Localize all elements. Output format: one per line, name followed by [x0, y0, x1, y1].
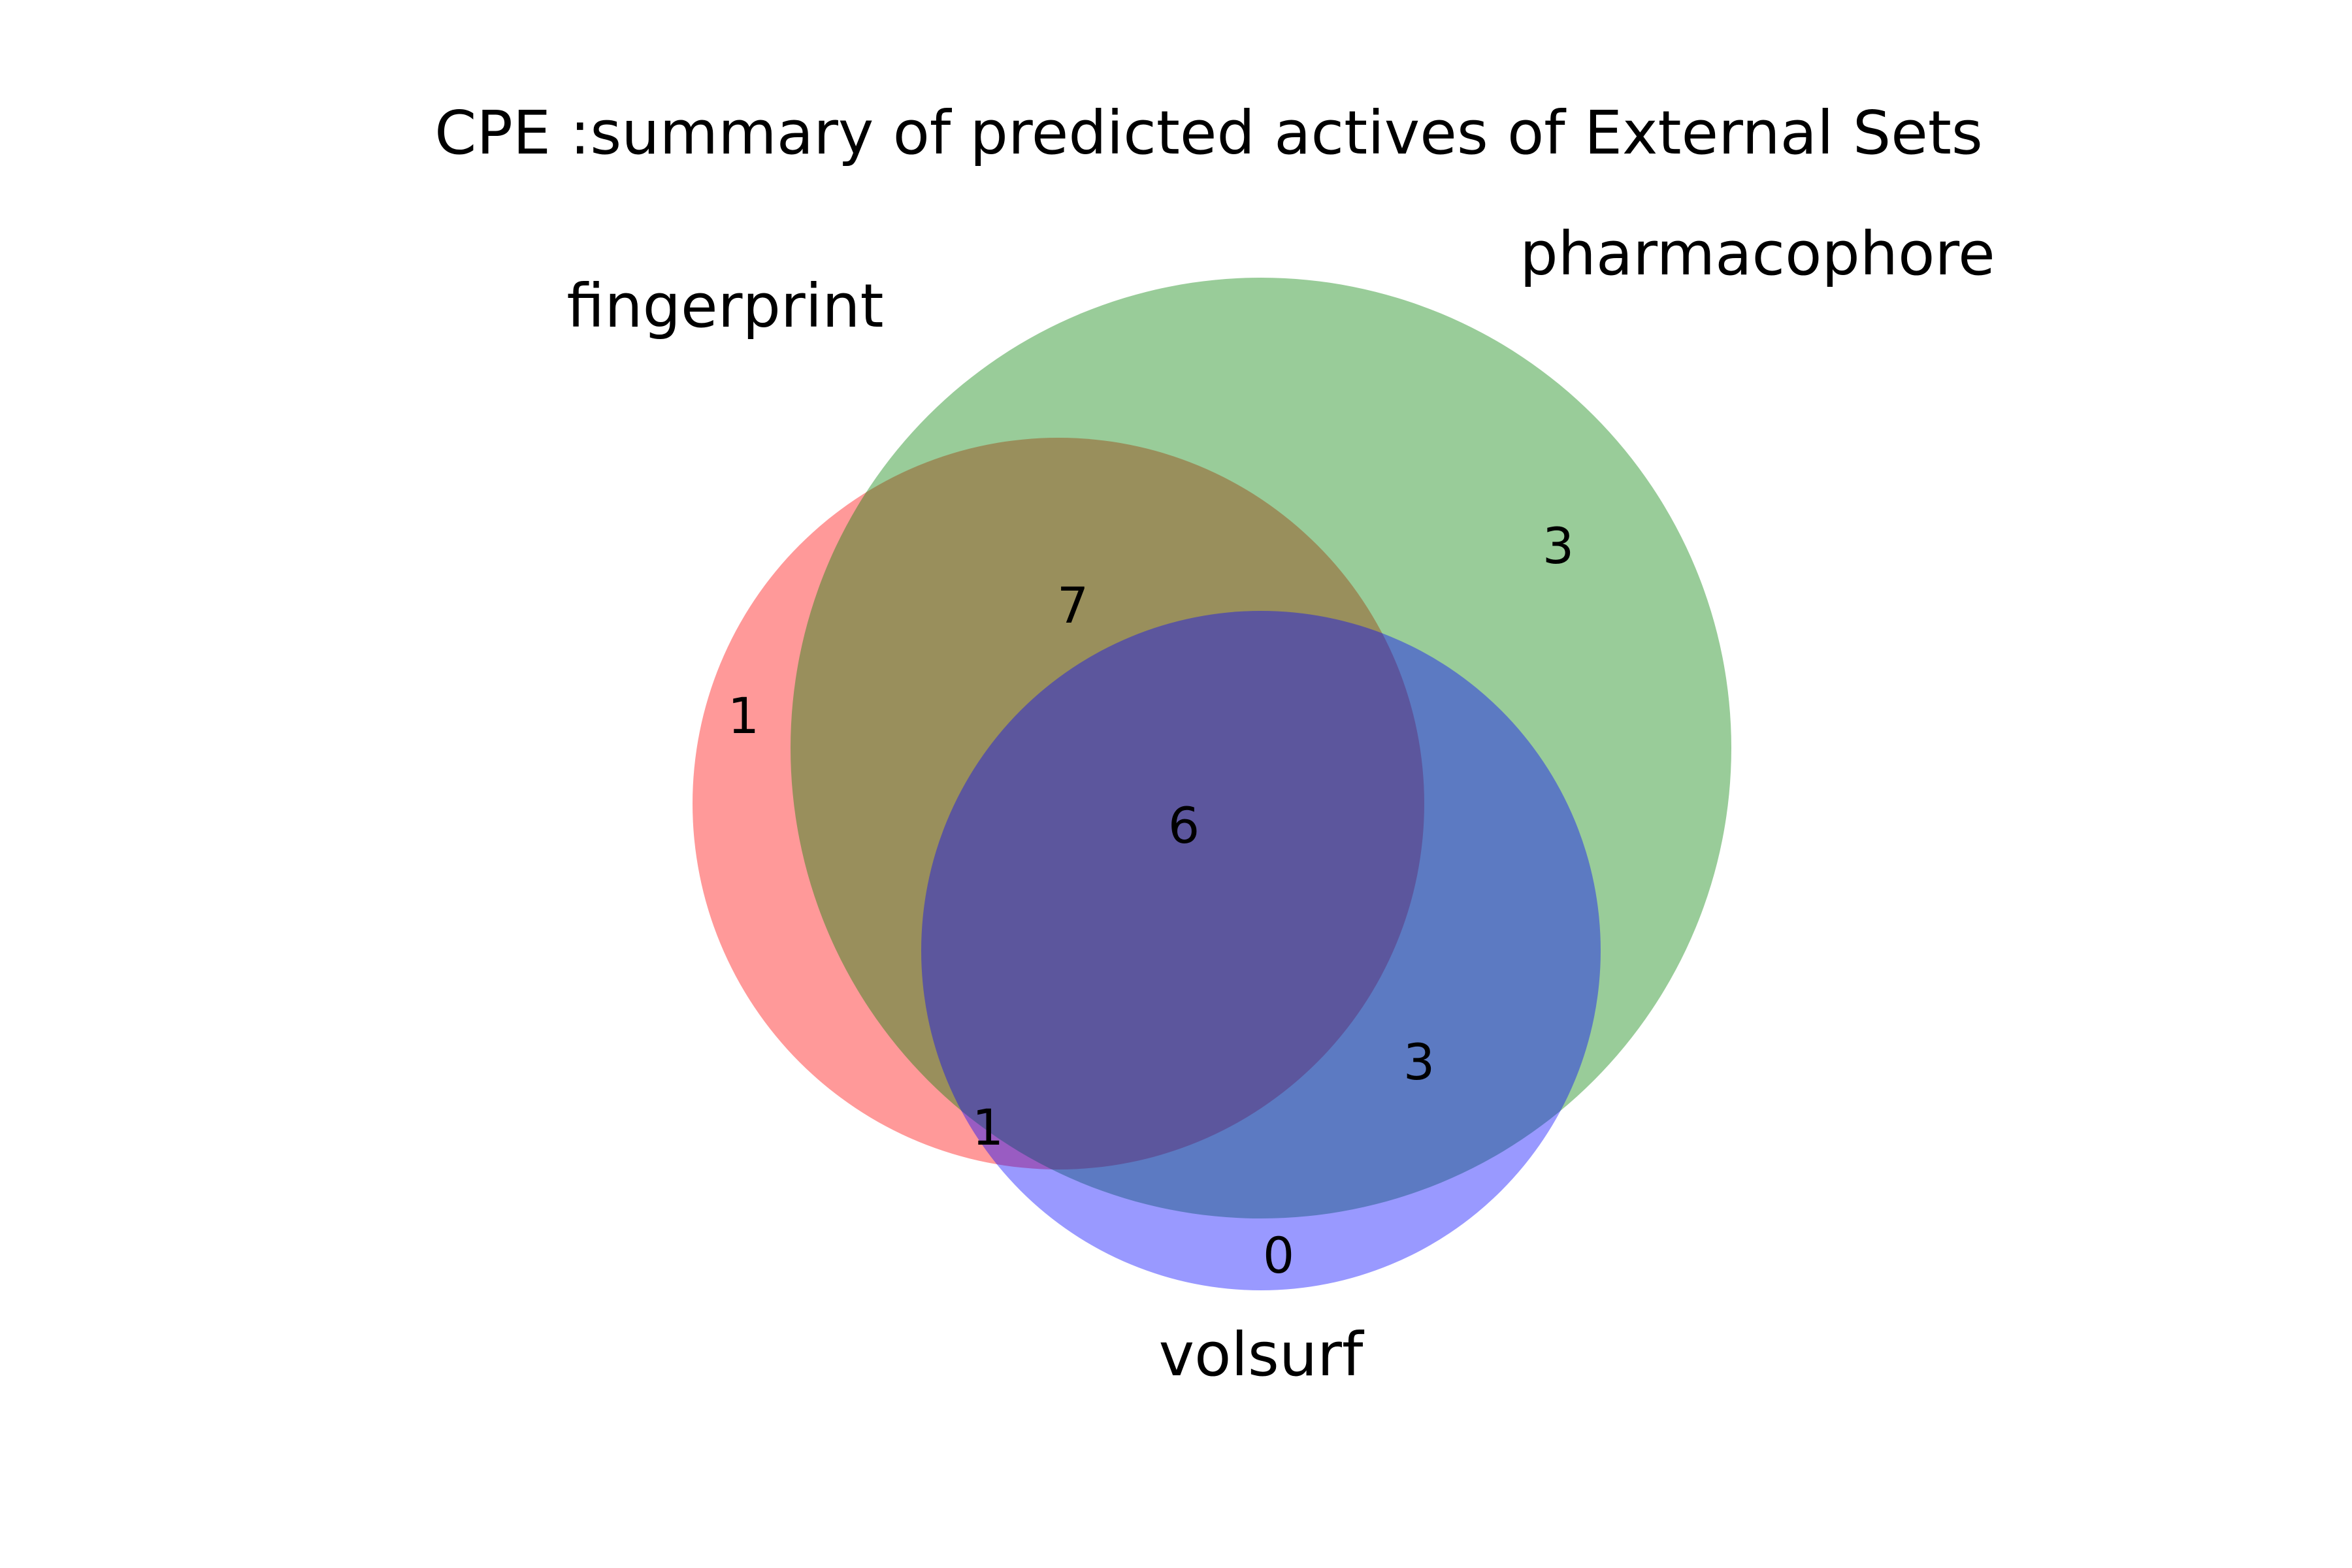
- region-label-fingerprint-only: 1: [728, 687, 759, 745]
- set-label-volsurf: volsurf: [1159, 1320, 1365, 1390]
- region-label-fingerprint-volsurf: 1: [972, 1098, 1004, 1156]
- set-circle-fingerprint: [693, 438, 1424, 1169]
- set-circle-volsurf: [921, 611, 1601, 1290]
- set-circle-pharmacophore: [791, 278, 1731, 1218]
- set-label-pharmacophore: pharmacophore: [1520, 219, 1995, 289]
- chart-title: CPE :summary of predicted actives of Ext…: [434, 98, 1983, 168]
- region-label-fingerprint-pharmacophore: 7: [1057, 576, 1088, 634]
- region-label-all-three: 6: [1168, 796, 1200, 855]
- region-label-pharmacophore-volsurf: 3: [1403, 1033, 1435, 1091]
- set-label-fingerprint: fingerprint: [566, 271, 883, 341]
- region-label-volsurf-only: 0: [1263, 1226, 1294, 1284]
- region-label-pharmacophore-only: 3: [1543, 517, 1574, 575]
